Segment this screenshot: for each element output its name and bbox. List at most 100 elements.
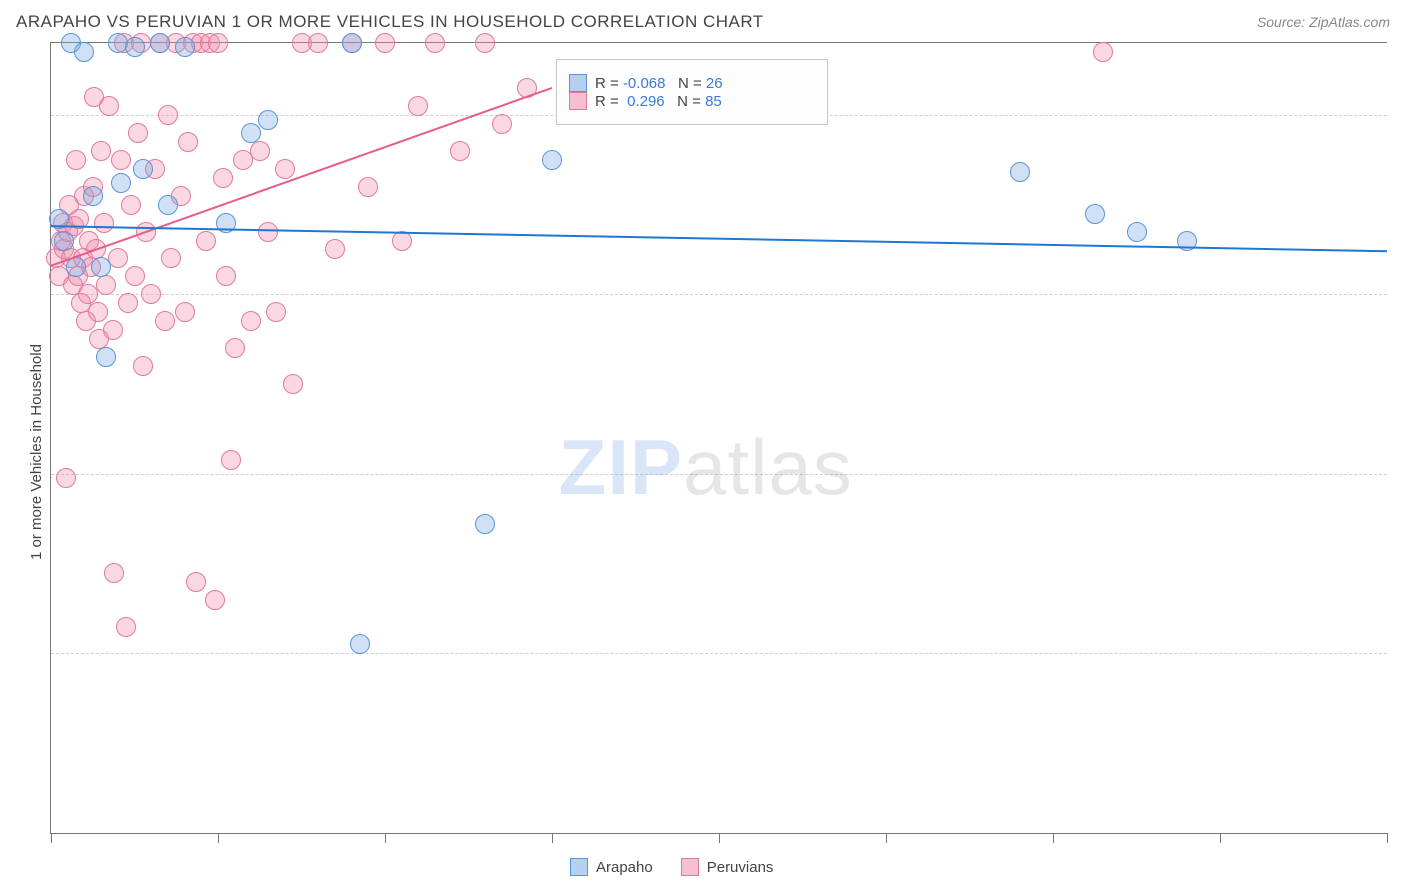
peruvian-point xyxy=(358,177,378,197)
legend-item: Arapaho xyxy=(570,858,653,876)
gridline xyxy=(51,653,1387,654)
gridline xyxy=(51,474,1387,475)
peruvian-point xyxy=(283,374,303,394)
x-tick xyxy=(51,833,52,843)
peruvian-point xyxy=(375,33,395,53)
peruvian-point xyxy=(213,168,233,188)
peruvian-point xyxy=(78,284,98,304)
peruvian-point xyxy=(392,231,412,251)
peruvian-point xyxy=(325,239,345,259)
arapaho-point xyxy=(49,209,69,229)
legend-text: R = -0.068 N = 26 xyxy=(595,75,723,92)
peruvian-point xyxy=(91,141,111,161)
peruvian-point xyxy=(196,231,216,251)
arapaho-point xyxy=(66,257,86,277)
x-tick xyxy=(1387,833,1388,843)
peruvian-point xyxy=(221,450,241,470)
arapaho-point xyxy=(1085,204,1105,224)
peruvian-point xyxy=(241,311,261,331)
peruvian-point xyxy=(141,284,161,304)
peruvian-point xyxy=(225,338,245,358)
peruvian-point xyxy=(158,105,178,125)
peruvian-point xyxy=(116,617,136,637)
legend-label: Peruvians xyxy=(707,859,774,876)
legend-swatch xyxy=(570,858,588,876)
peruvian-point xyxy=(266,302,286,322)
arapaho-point xyxy=(216,213,236,233)
peruvian-point xyxy=(99,96,119,116)
peruvian-point xyxy=(492,114,512,134)
arapaho-point xyxy=(150,33,170,53)
legend-swatch xyxy=(681,858,699,876)
peruvian-point xyxy=(216,266,236,286)
peruvian-point xyxy=(104,563,124,583)
peruvian-point xyxy=(178,132,198,152)
arapaho-point xyxy=(74,42,94,62)
peruvian-point xyxy=(133,356,153,376)
legend-text: R = 0.296 N = 85 xyxy=(595,93,722,110)
peruvian-point xyxy=(111,150,131,170)
peruvian-point xyxy=(94,213,114,233)
peruvian-point xyxy=(66,150,86,170)
arapaho-point xyxy=(241,123,261,143)
peruvian-point xyxy=(69,209,89,229)
peruvian-point xyxy=(258,222,278,242)
legend-item: Peruvians xyxy=(681,858,774,876)
peruvian-point xyxy=(205,590,225,610)
peruvian-point xyxy=(103,320,123,340)
y-axis-title: 1 or more Vehicles in Household xyxy=(28,344,45,560)
peruvian-point xyxy=(250,141,270,161)
peruvian-point xyxy=(186,572,206,592)
x-tick xyxy=(385,833,386,843)
arapaho-point xyxy=(175,37,195,57)
arapaho-point xyxy=(258,110,278,130)
arapaho-point xyxy=(96,347,116,367)
peruvian-point xyxy=(125,266,145,286)
legend-swatch xyxy=(569,92,587,110)
peruvian-point xyxy=(121,195,141,215)
arapaho-point xyxy=(54,231,74,251)
arapaho-point xyxy=(1127,222,1147,242)
watermark: ZIPatlas xyxy=(559,422,853,513)
x-tick xyxy=(1220,833,1221,843)
peruvian-point xyxy=(175,302,195,322)
peruvian-point xyxy=(425,33,445,53)
peruvian-point xyxy=(56,468,76,488)
peruvian-point xyxy=(155,311,175,331)
arapaho-point xyxy=(133,159,153,179)
peruvian-point xyxy=(275,159,295,179)
peruvian-point xyxy=(450,141,470,161)
peruvian-point xyxy=(308,33,328,53)
peruvian-point xyxy=(88,302,108,322)
chart-title: ARAPAHO VS PERUVIAN 1 OR MORE VEHICLES I… xyxy=(16,12,764,32)
legend-row: R = 0.296 N = 85 xyxy=(569,92,815,110)
arapaho-point xyxy=(475,514,495,534)
legend-label: Arapaho xyxy=(596,859,653,876)
arapaho-point xyxy=(542,150,562,170)
source-attribution: Source: ZipAtlas.com xyxy=(1257,14,1390,30)
peruvian-point xyxy=(408,96,428,116)
arapaho-point xyxy=(83,186,103,206)
peruvian-point xyxy=(96,275,116,295)
arapaho-point xyxy=(91,257,111,277)
legend-swatch xyxy=(569,74,587,92)
x-tick xyxy=(552,833,553,843)
plot-area: ZIPatlas R = -0.068 N = 26R = 0.296 N = 8… xyxy=(50,42,1387,834)
arapaho-point xyxy=(1177,231,1197,251)
legend-row: R = -0.068 N = 26 xyxy=(569,74,815,92)
x-tick xyxy=(719,833,720,843)
x-tick xyxy=(218,833,219,843)
arapaho-point xyxy=(111,173,131,193)
arapaho-point xyxy=(158,195,178,215)
peruvian-point xyxy=(118,293,138,313)
arapaho-point xyxy=(342,33,362,53)
peruvian-point xyxy=(208,33,228,53)
peruvian-point xyxy=(136,222,156,242)
peruvian-point xyxy=(475,33,495,53)
peruvian-point xyxy=(128,123,148,143)
arapaho-point xyxy=(1010,162,1030,182)
arapaho-point xyxy=(125,37,145,57)
correlation-legend: R = -0.068 N = 26R = 0.296 N = 85 xyxy=(556,59,828,125)
peruvian-point xyxy=(517,78,537,98)
peruvian-point xyxy=(1093,42,1113,62)
